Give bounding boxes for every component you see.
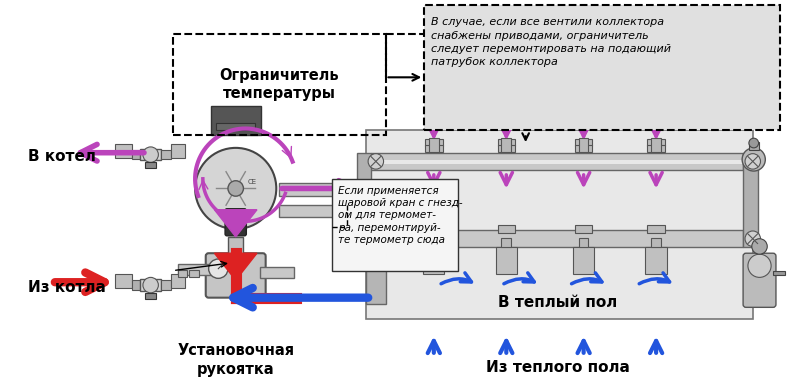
- Bar: [575, 139, 592, 146]
- Circle shape: [748, 254, 771, 277]
- Bar: [132, 150, 140, 159]
- Bar: [140, 279, 162, 291]
- Bar: [178, 264, 211, 275]
- Circle shape: [749, 138, 758, 148]
- Bar: [651, 138, 661, 152]
- Bar: [371, 153, 743, 170]
- Circle shape: [143, 277, 158, 293]
- Text: Установочная
рукоятка: Установочная рукоятка: [177, 343, 294, 377]
- Bar: [425, 145, 442, 152]
- FancyBboxPatch shape: [743, 253, 776, 308]
- Circle shape: [209, 259, 228, 278]
- Bar: [162, 150, 171, 159]
- Bar: [498, 225, 515, 233]
- Bar: [647, 139, 665, 146]
- Bar: [429, 238, 438, 248]
- Bar: [145, 162, 157, 168]
- FancyBboxPatch shape: [225, 209, 246, 236]
- Bar: [216, 123, 255, 131]
- Bar: [423, 248, 445, 275]
- Bar: [502, 238, 511, 248]
- Circle shape: [742, 148, 766, 171]
- Circle shape: [195, 148, 276, 229]
- Bar: [502, 138, 511, 152]
- Bar: [371, 230, 743, 248]
- Bar: [498, 139, 515, 146]
- Bar: [651, 238, 661, 248]
- Bar: [429, 138, 438, 152]
- Bar: [425, 225, 442, 233]
- Bar: [115, 275, 132, 288]
- Text: Из теплого пола: Из теплого пола: [486, 359, 630, 374]
- Bar: [371, 160, 743, 164]
- Bar: [332, 179, 458, 270]
- Bar: [115, 144, 132, 157]
- Polygon shape: [214, 210, 257, 237]
- Circle shape: [228, 181, 243, 196]
- Circle shape: [745, 154, 761, 169]
- Bar: [575, 145, 592, 152]
- Circle shape: [368, 231, 383, 246]
- Text: Из котла: Из котла: [28, 280, 106, 295]
- Bar: [366, 227, 386, 304]
- Bar: [647, 225, 665, 233]
- Bar: [260, 267, 294, 278]
- Bar: [578, 238, 589, 248]
- Bar: [646, 248, 666, 275]
- Circle shape: [143, 147, 158, 162]
- Bar: [425, 139, 442, 146]
- Bar: [190, 270, 199, 277]
- Bar: [132, 280, 140, 290]
- Bar: [140, 149, 162, 160]
- Bar: [173, 34, 386, 135]
- Bar: [498, 145, 515, 152]
- Bar: [496, 248, 517, 275]
- Bar: [162, 280, 171, 290]
- Circle shape: [368, 154, 383, 169]
- Bar: [171, 275, 186, 288]
- Bar: [357, 153, 371, 248]
- Text: Если применяется
шаровой кран с гнезд-
ом для термомет-
ра, перемонтируй-
те тер: Если применяется шаровой кран с гнезд- о…: [338, 186, 462, 245]
- Bar: [145, 293, 157, 299]
- Bar: [578, 138, 589, 152]
- Bar: [178, 270, 187, 277]
- Text: В теплый пол: В теплый пол: [498, 295, 617, 310]
- Bar: [743, 153, 758, 248]
- Text: Ограничитель
температуры: Ограничитель температуры: [219, 68, 339, 101]
- Bar: [279, 183, 366, 196]
- Bar: [171, 144, 186, 157]
- Bar: [228, 237, 243, 256]
- Bar: [575, 225, 592, 233]
- Bar: [424, 5, 780, 131]
- Circle shape: [341, 183, 372, 214]
- Bar: [573, 248, 594, 275]
- Bar: [647, 145, 665, 152]
- Bar: [773, 270, 785, 275]
- FancyBboxPatch shape: [206, 253, 266, 298]
- Polygon shape: [214, 253, 257, 280]
- Text: В котел: В котел: [28, 149, 96, 164]
- Circle shape: [745, 231, 761, 246]
- Text: CE: CE: [247, 179, 257, 185]
- Bar: [749, 142, 758, 150]
- Circle shape: [752, 239, 767, 254]
- Bar: [279, 205, 366, 217]
- Bar: [366, 131, 753, 319]
- Text: В случае, если все вентили коллектора
снабжены приводами, ограничитель
следует п: В случае, если все вентили коллектора сн…: [431, 18, 671, 67]
- Bar: [210, 106, 261, 135]
